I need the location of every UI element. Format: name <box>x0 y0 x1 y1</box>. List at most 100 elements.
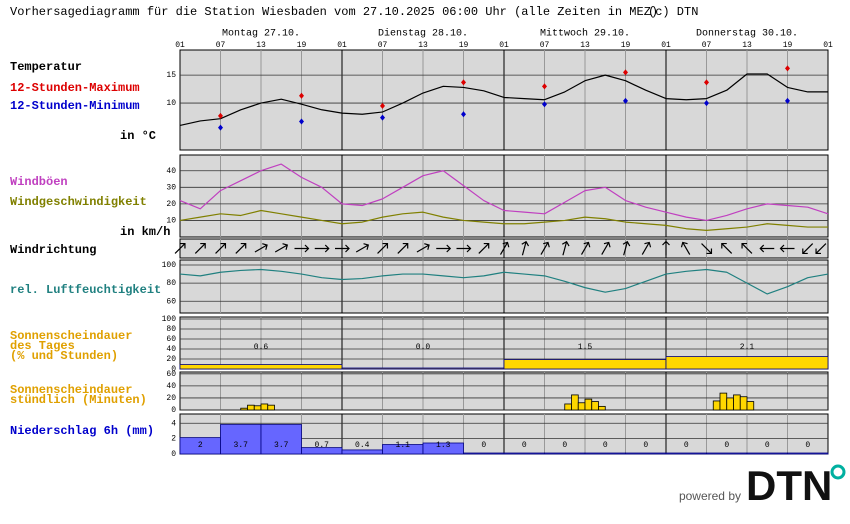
arrow-shape <box>397 242 409 254</box>
day-label: Mittwoch 29.10. <box>540 28 630 40</box>
legend-label: 12-Stunden-Maximum <box>10 81 140 95</box>
x-tick-label: 13 <box>418 41 428 50</box>
arrow-shape <box>215 242 227 254</box>
x-tick-label: 19 <box>459 41 469 50</box>
bar <box>591 401 599 411</box>
wind-arrow <box>815 243 827 255</box>
unit-label: in °C <box>120 129 156 143</box>
line <box>179 209 828 231</box>
arrow-shape <box>701 243 713 255</box>
x-tick-label: 19 <box>621 41 631 50</box>
x-tick-label: 01 <box>661 41 671 50</box>
bar <box>253 405 262 411</box>
bar <box>503 452 545 455</box>
arrow-shape <box>274 243 289 253</box>
y-tick-label: 0 <box>171 450 176 459</box>
y-tick-label: 20 <box>166 394 176 403</box>
bar <box>422 442 464 455</box>
wind-arrow <box>499 241 510 255</box>
wind-arrow <box>397 242 409 254</box>
y-tick-label: 0 <box>171 365 176 374</box>
arrow-shape <box>721 242 733 254</box>
bar <box>247 404 255 411</box>
arrow-shape <box>478 242 490 254</box>
bar <box>787 452 829 455</box>
x-tick-label: 01 <box>337 41 347 50</box>
bar <box>665 452 707 455</box>
wind-arrow <box>521 240 530 256</box>
wind-arrow <box>741 242 753 254</box>
bar <box>726 397 734 411</box>
legend-label: Windböen <box>10 175 68 189</box>
panel-label: des Tages <box>10 339 75 353</box>
x-tick-label: 13 <box>256 41 266 50</box>
x-tick-label: 07 <box>216 41 226 50</box>
x-tick-label: 07 <box>540 41 550 50</box>
wind-arrow <box>802 243 814 255</box>
x-tick-label: 01 <box>175 41 185 50</box>
point <box>542 101 547 108</box>
arrow-shape <box>194 242 206 254</box>
y-tick-label: 20 <box>166 355 176 364</box>
value-label: 0 <box>603 441 608 450</box>
arrow-shape <box>436 244 452 253</box>
bar <box>341 367 505 370</box>
wind-arrow <box>759 244 775 253</box>
line <box>179 268 829 295</box>
wind-arrow <box>274 243 289 253</box>
wind-arrow <box>194 242 206 254</box>
wind-arrow <box>540 241 550 255</box>
wind-arrow <box>174 242 186 254</box>
bar-annotation: 0.6 <box>254 343 269 352</box>
y-tick-label: 60 <box>166 297 176 306</box>
x-tick-label: 07 <box>702 41 712 50</box>
wind-arrow <box>456 244 472 253</box>
y-tick-label: 40 <box>166 167 176 176</box>
panel-label: stündlich (Minuten) <box>10 393 147 407</box>
bar <box>571 394 579 411</box>
wind-arrow <box>721 242 733 254</box>
x-tick-label: 01 <box>499 41 509 50</box>
bar <box>463 452 505 455</box>
arrow-shape <box>779 244 795 253</box>
x-tick-label: 01 <box>823 41 833 50</box>
day-label: Dienstag 28.10. <box>378 28 468 40</box>
value-label: 1.1 <box>396 441 411 450</box>
arrow-shape <box>759 244 775 253</box>
line <box>179 73 828 127</box>
y-tick-label: 15 <box>166 71 176 80</box>
bar-annotation: 0.0 <box>416 343 431 352</box>
arrow-shape <box>540 241 550 255</box>
bar <box>240 407 248 411</box>
y-tick-label: 10 <box>166 217 176 226</box>
point <box>218 112 223 119</box>
title: Vorhersagediagramm für die Station Wiesb… <box>10 5 658 19</box>
arrow-shape <box>254 243 268 253</box>
bar <box>577 402 586 411</box>
value-label: 0 <box>684 441 689 450</box>
wind-arrow <box>355 243 370 253</box>
bar <box>220 424 262 455</box>
bar-annotation: 2.1 <box>740 343 755 352</box>
unit-label: in km/h <box>120 225 170 239</box>
bar <box>706 452 748 455</box>
arrow-shape <box>561 240 570 256</box>
bar <box>260 424 302 455</box>
point <box>380 114 385 121</box>
point <box>380 102 385 109</box>
value-label: 2 <box>198 441 203 450</box>
point <box>623 97 628 104</box>
y-tick-label: 80 <box>166 279 176 288</box>
logo: DTN <box>746 462 832 509</box>
arrow-shape <box>622 240 631 256</box>
arrow-shape <box>314 244 330 253</box>
panel-label: Sonnenscheindauer <box>10 383 132 397</box>
panel-label: Windrichtung <box>10 243 96 257</box>
wind-arrow <box>254 243 268 253</box>
y-tick-label: 10 <box>166 99 176 108</box>
wind-arrow <box>662 240 670 256</box>
panel-label: Niederschlag 6h (mm) <box>10 424 154 438</box>
bar <box>625 452 667 455</box>
value-label: 0 <box>765 441 770 450</box>
